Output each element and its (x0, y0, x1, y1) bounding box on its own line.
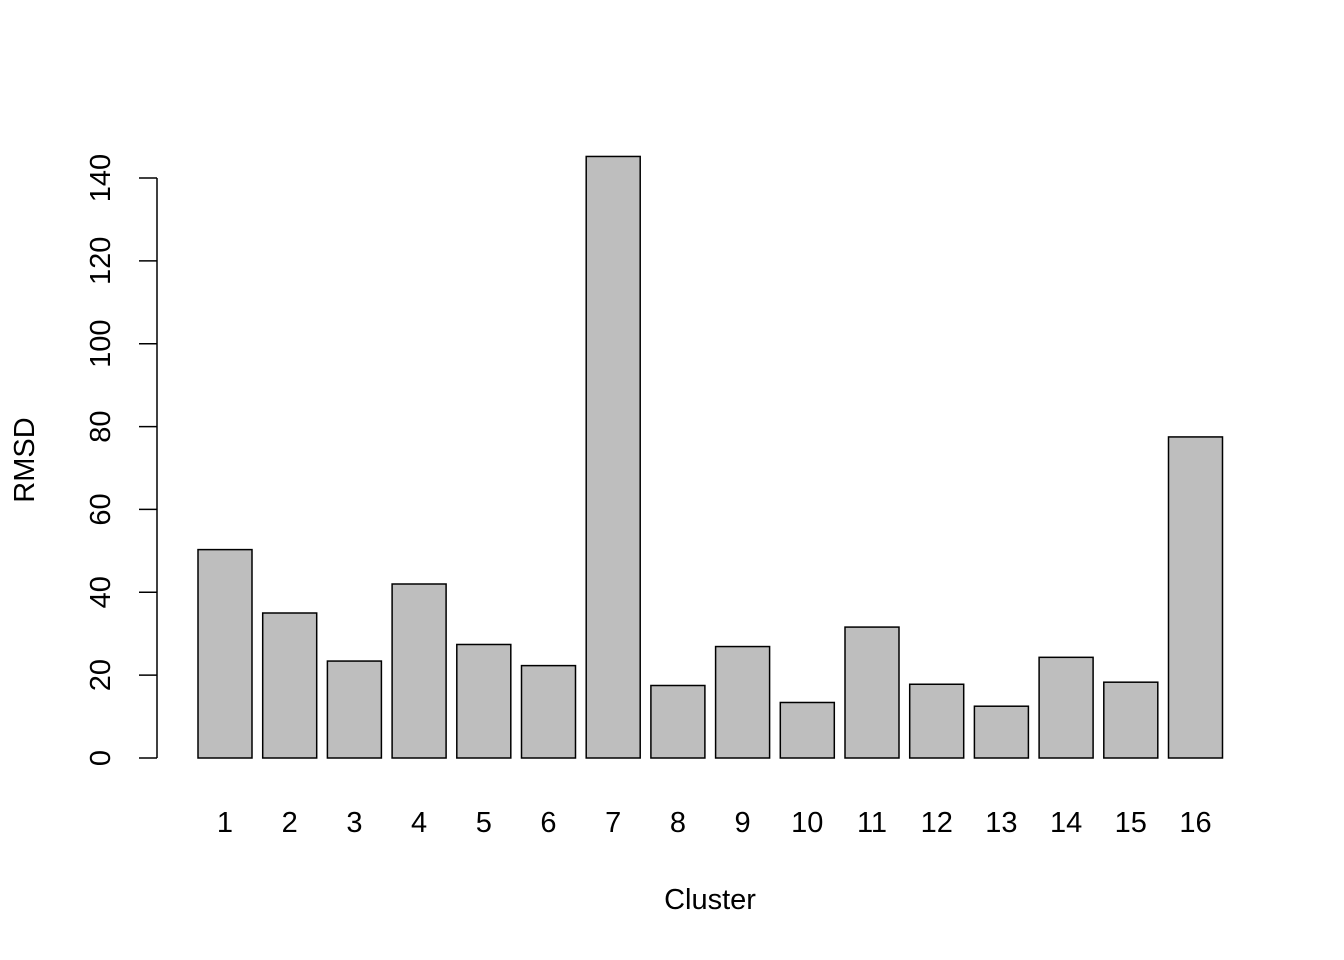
bar-cluster-13 (973, 705, 1030, 759)
x-tick-label: 8 (670, 807, 686, 839)
x-tick-label: 7 (605, 807, 621, 839)
y-tick-label: 20 (85, 659, 117, 691)
x-tick-label: 14 (1050, 807, 1082, 839)
x-tick-label: 5 (476, 807, 492, 839)
bar-cluster-4 (391, 583, 447, 759)
bar-cluster-5 (456, 643, 512, 759)
bar-cluster-8 (650, 684, 706, 759)
bar-cluster-2 (261, 612, 318, 759)
x-tick-label: 10 (791, 807, 823, 839)
y-tick-label: 40 (85, 576, 117, 608)
y-axis-label: RMSD (9, 417, 41, 502)
bar-cluster-7 (585, 155, 641, 759)
x-tick-label: 15 (1115, 807, 1147, 839)
x-tick-label: 13 (985, 807, 1017, 839)
y-tick-label: 60 (85, 493, 117, 525)
bar-cluster-14 (1038, 656, 1094, 759)
x-tick-label: 11 (857, 807, 887, 839)
y-tick-label: 0 (85, 750, 117, 766)
bar-cluster-6 (520, 664, 577, 759)
x-tick-label: 16 (1179, 807, 1211, 839)
x-tick-label: 12 (921, 807, 953, 839)
y-tick-label: 140 (85, 154, 117, 202)
bar-cluster-10 (779, 701, 836, 759)
x-tick-label: 2 (282, 807, 298, 839)
bar-cluster-12 (908, 683, 965, 759)
y-tick-label: 120 (85, 237, 117, 285)
bar-cluster-1 (197, 548, 253, 759)
x-tick-label: 4 (411, 807, 427, 839)
bar-cluster-15 (1103, 681, 1159, 759)
bar-cluster-9 (714, 645, 771, 759)
bar-cluster-3 (326, 660, 383, 759)
y-axis: 0 20 40 60 80 100 120 140 (85, 154, 158, 766)
x-tick-labels: 1 2 3 4 5 6 7 8 9 10 11 12 13 14 15 16 (217, 807, 1212, 839)
x-tick-label: 1 (217, 807, 233, 839)
y-tick-label: 80 (85, 410, 117, 442)
bar-cluster-16 (1167, 436, 1224, 759)
bars (197, 155, 1224, 759)
x-tick-label: 3 (346, 807, 362, 839)
x-tick-label: 9 (735, 807, 751, 839)
bar-cluster-11 (844, 626, 900, 759)
y-tick-label: 100 (85, 320, 117, 368)
x-axis-label: Cluster (664, 884, 756, 916)
x-tick-label: 6 (540, 807, 556, 839)
